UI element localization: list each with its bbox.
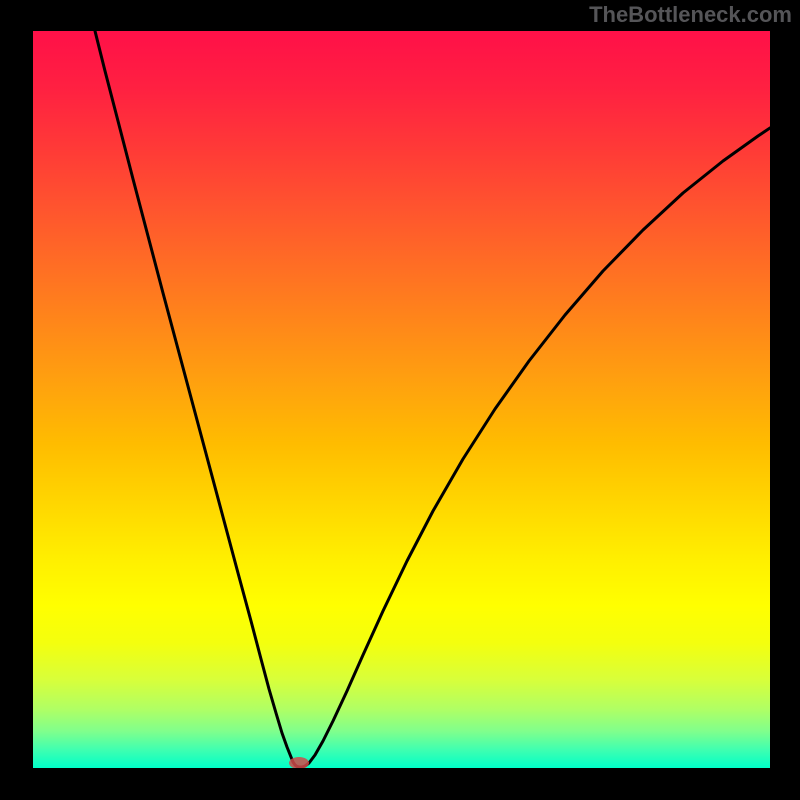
watermark-text: TheBottleneck.com bbox=[589, 2, 792, 28]
chart-svg bbox=[33, 31, 770, 768]
plot-area bbox=[33, 31, 770, 768]
gradient-background bbox=[33, 31, 770, 768]
chart-container: TheBottleneck.com bbox=[0, 0, 800, 800]
